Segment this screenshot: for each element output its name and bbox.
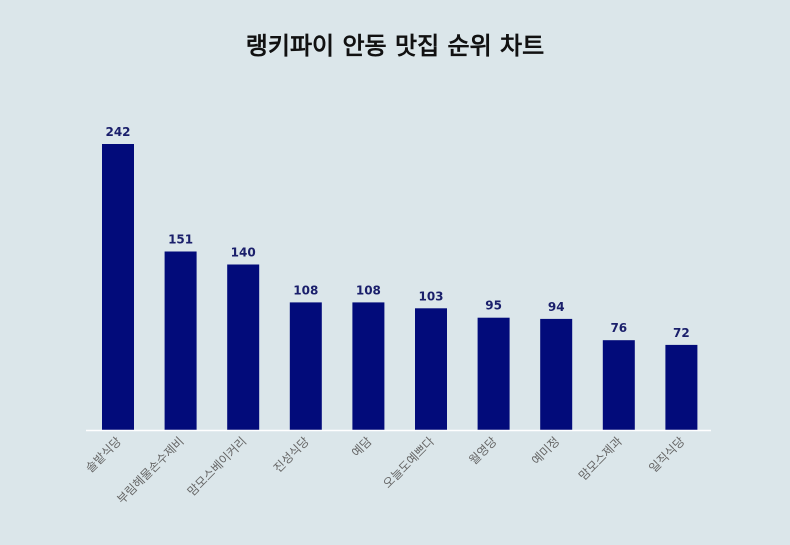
value-label-3: 140 <box>231 246 256 260</box>
value-label-2: 151 <box>168 233 193 247</box>
bar-8 <box>540 318 573 430</box>
x-tick-label-5: 예담 <box>349 434 375 460</box>
bar-5 <box>352 302 385 430</box>
bar-3 <box>227 264 260 430</box>
value-label-7: 95 <box>485 299 502 313</box>
bar-2 <box>164 251 197 430</box>
x-tick-label-8: 예미정 <box>529 434 562 467</box>
value-label-8: 94 <box>548 300 565 314</box>
bars-group <box>102 144 698 430</box>
bar-7 <box>477 317 510 430</box>
x-tick-label-1: 솔밭식당 <box>83 434 124 475</box>
x-tick-label-4: 진성식당 <box>271 434 312 475</box>
value-label-10: 72 <box>673 326 690 340</box>
x-tick-label-7: 월영당 <box>466 434 499 467</box>
x-tick-label-2: 부림헤물손수제비 <box>114 434 186 506</box>
value-label-1: 242 <box>105 125 130 139</box>
chart-title: 랭키파이 안동 맛집 순위 차트 <box>245 32 545 60</box>
value-label-9: 76 <box>610 321 627 335</box>
bar-4 <box>289 302 322 430</box>
value-label-5: 108 <box>356 283 381 297</box>
bar-1 <box>102 144 134 430</box>
bar-6 <box>415 308 447 430</box>
bar-10 <box>665 344 698 430</box>
x-tick-label-3: 맘모스베이커리 <box>185 434 250 499</box>
value-labels-group: 242 151 140 108 108 103 95 94 76 72 <box>105 125 689 340</box>
value-label-6: 103 <box>418 289 443 303</box>
x-tick-label-10: 일직식당 <box>646 434 687 475</box>
x-tick-label-6: 오늘도예쁘다 <box>380 434 437 491</box>
bar-9 <box>602 340 635 430</box>
x-tick-label-9: 맘모스제과 <box>576 434 625 483</box>
value-label-4: 108 <box>293 283 318 297</box>
